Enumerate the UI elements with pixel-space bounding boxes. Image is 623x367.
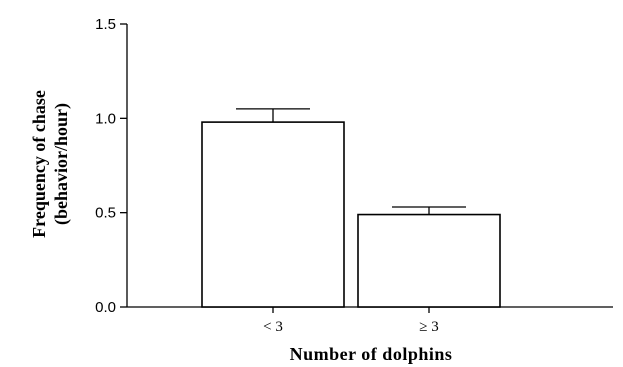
bar — [201, 121, 345, 308]
y-tick-label: 1.0 — [95, 110, 116, 127]
x-tick-label: < 3 — [263, 319, 283, 335]
y-tick-label: 0.0 — [95, 299, 116, 316]
x-ticks: < 3 ≥ 3 — [263, 307, 439, 335]
bar — [357, 213, 501, 308]
x-tick-label: ≥ 3 — [419, 319, 438, 335]
y-axis-label-line1: Frequency of chase — [29, 90, 49, 238]
bars — [201, 108, 501, 308]
y-ticks: 0.0 0.5 1.0 1.5 — [95, 16, 127, 316]
x-axis-label: Number of dolphins — [290, 344, 453, 364]
y-tick-label: 1.5 — [95, 16, 116, 33]
y-tick-label: 0.5 — [95, 205, 116, 222]
y-axis-label-line2: (behavior/hour) — [51, 103, 72, 225]
